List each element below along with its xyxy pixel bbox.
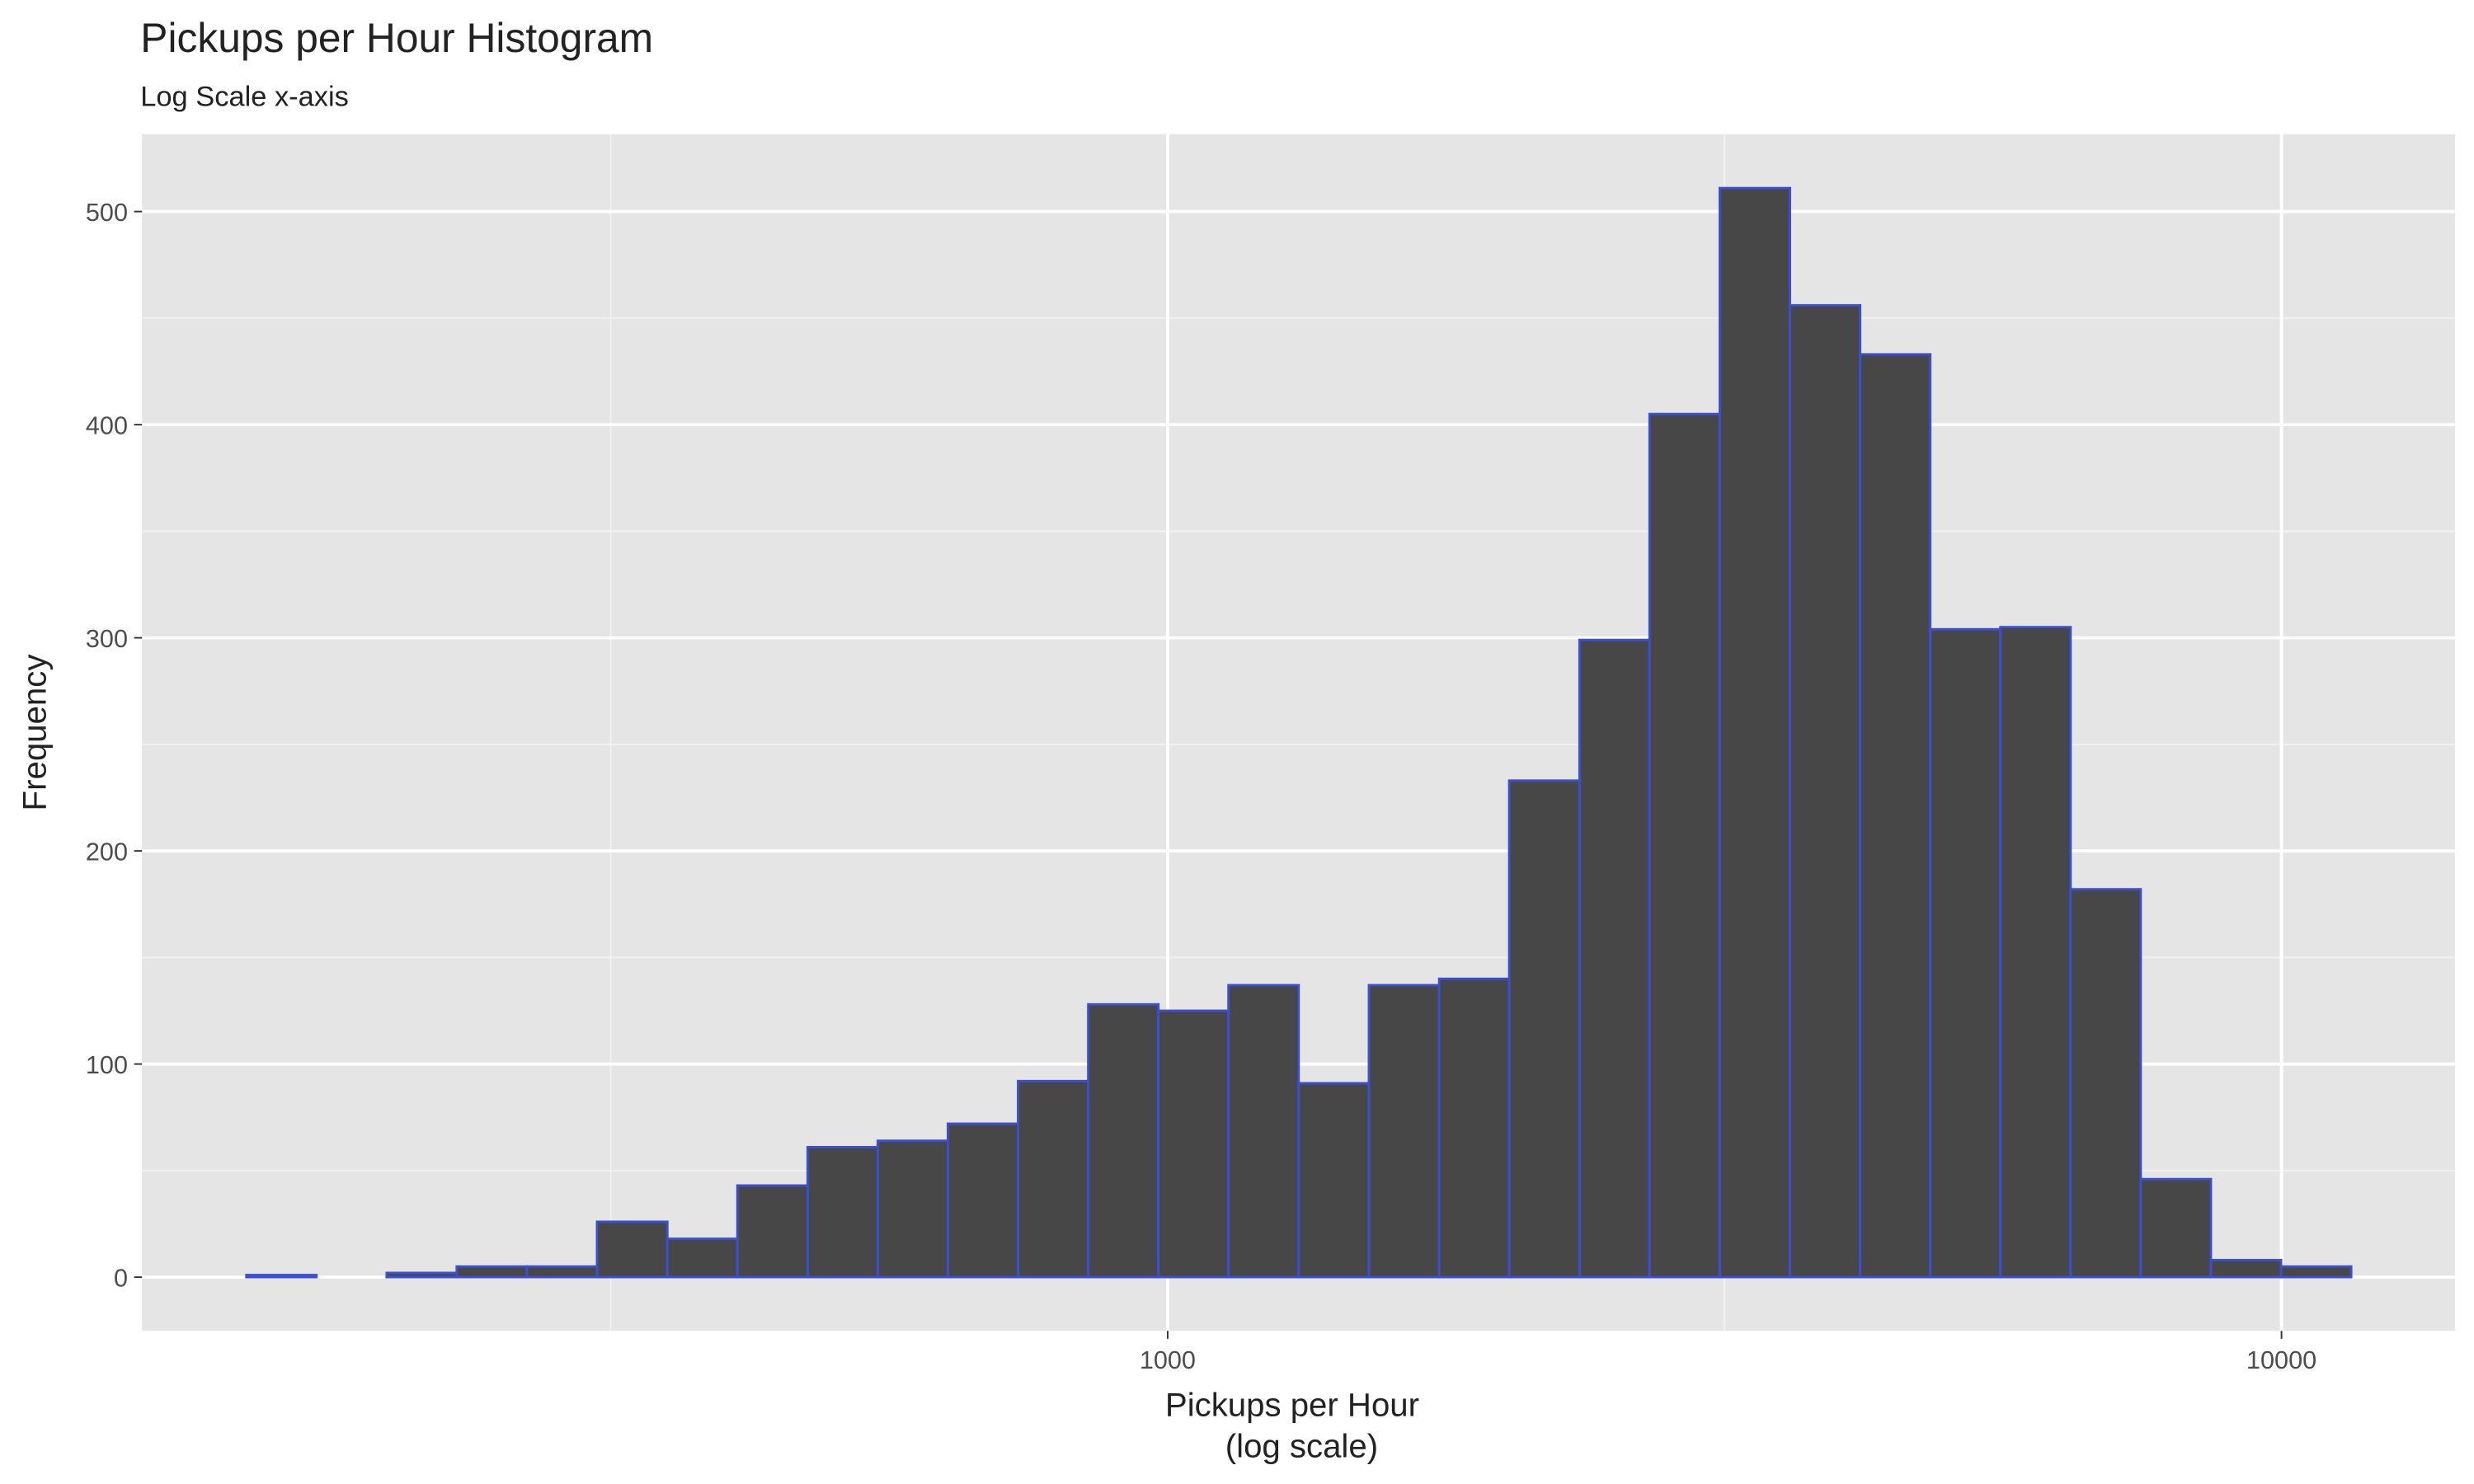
bar [946, 1122, 1019, 1279]
bar [1578, 638, 1651, 1279]
y-tick-label: 100 [86, 1051, 128, 1079]
bar [1367, 984, 1441, 1279]
x-tick-label: 1000 [1140, 1346, 1196, 1374]
y-tick-label: 500 [86, 199, 128, 227]
bar [1087, 1003, 1160, 1279]
bar [1999, 626, 2072, 1279]
bar [245, 1274, 318, 1279]
bar [876, 1139, 949, 1279]
bar [736, 1184, 809, 1279]
chart-title: Pickups per Hour Histogram [140, 15, 653, 61]
bar [1437, 977, 1511, 1279]
x-axis-title: (log scale) [1225, 1427, 1378, 1464]
bar [1227, 984, 1300, 1279]
x-tick-label: 10000 [2246, 1346, 2316, 1374]
bar [1789, 303, 1862, 1279]
bar [1859, 353, 1932, 1279]
y-tick-label: 300 [86, 625, 128, 653]
bar [595, 1220, 669, 1279]
bar [2279, 1265, 2353, 1279]
bar [1297, 1082, 1371, 1279]
bar [1157, 1009, 1230, 1279]
y-tick-label: 200 [86, 838, 128, 866]
y-tick-label: 400 [86, 412, 128, 440]
y-tick-label: 0 [114, 1265, 128, 1293]
bar [385, 1271, 459, 1279]
bar [2069, 888, 2142, 1279]
bar [1648, 412, 1721, 1279]
x-axis-title: Pickups per Hour [1165, 1387, 1419, 1424]
bar [1017, 1079, 1090, 1279]
bar [2209, 1258, 2283, 1279]
bar [806, 1145, 879, 1279]
bar [1929, 627, 2002, 1279]
chart-subtitle: Log Scale x-axis [140, 81, 349, 112]
bar [455, 1265, 529, 1279]
bar [666, 1237, 739, 1279]
bar [525, 1265, 599, 1279]
y-axis-title: Frequency [16, 654, 54, 811]
bar [2139, 1177, 2213, 1279]
bar [1507, 779, 1581, 1279]
bar [1718, 186, 1791, 1279]
